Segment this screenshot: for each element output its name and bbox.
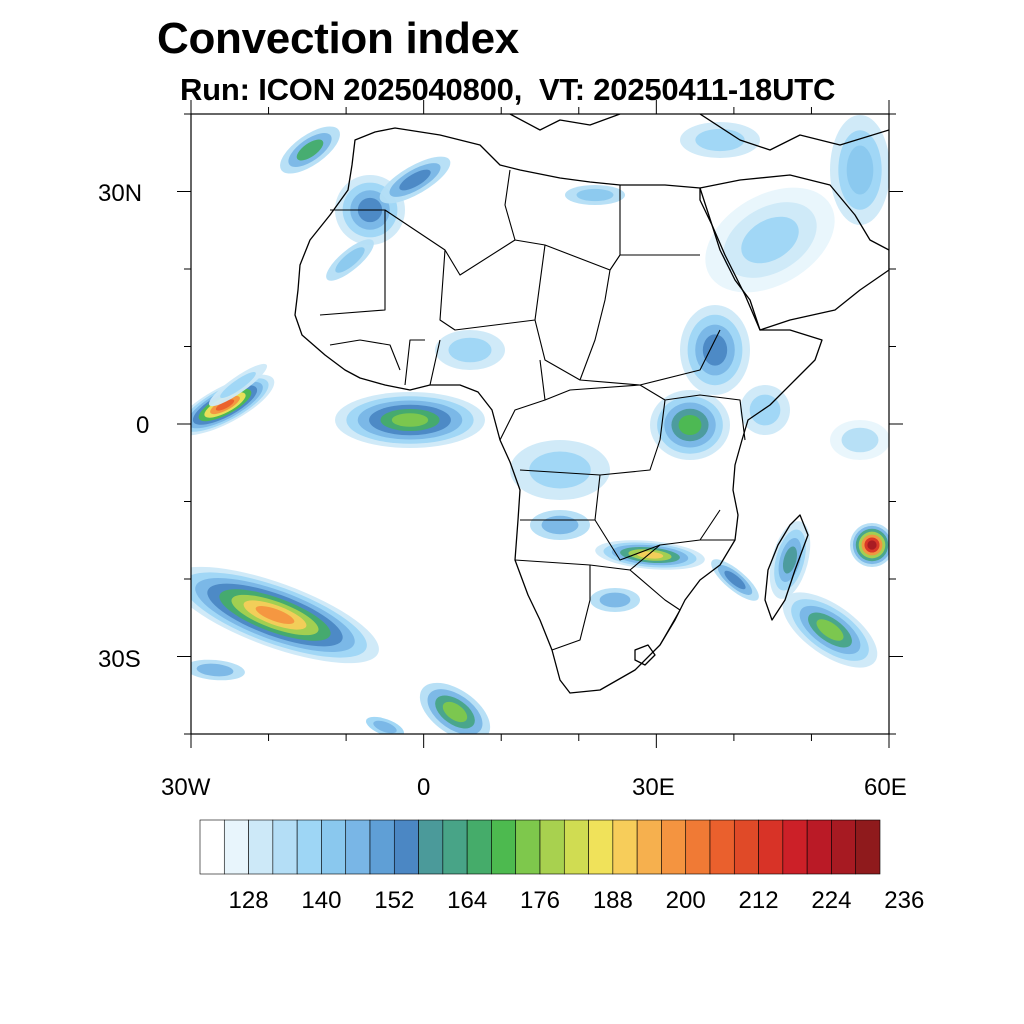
chart-subtitle: Run: ICON 2025040800, VT: 20250411-18UTC bbox=[180, 72, 836, 107]
colorbar-swatch bbox=[296, 819, 322, 875]
convection-atlantic-north bbox=[280, 126, 340, 174]
colorbar-swatch bbox=[685, 819, 711, 875]
colorbar-swatch bbox=[563, 819, 589, 875]
colorbar-swatch bbox=[369, 819, 395, 875]
country-border bbox=[329, 339, 401, 371]
convection-west-atlantic bbox=[191, 374, 275, 436]
lon-label-30w: 30W bbox=[161, 774, 211, 801]
colorbar-swatch bbox=[806, 819, 832, 875]
convection-south-atlantic-cell bbox=[419, 682, 491, 734]
colorbar-swatch bbox=[199, 819, 225, 875]
colorbar-swatch bbox=[855, 819, 881, 875]
convection-lake-victoria bbox=[650, 390, 730, 460]
country-border bbox=[519, 384, 666, 476]
colorbar-swatch bbox=[345, 819, 371, 875]
colorbar-swatch bbox=[466, 819, 492, 875]
colorbar-swatch bbox=[709, 819, 735, 875]
country-border bbox=[404, 339, 441, 386]
country-border bbox=[499, 359, 546, 441]
colorbar-swatch bbox=[831, 819, 857, 875]
convection-west-atlantic-tail bbox=[208, 363, 268, 407]
colorbar-swatch bbox=[588, 819, 614, 875]
country-border bbox=[664, 394, 746, 441]
colorbar-swatch bbox=[442, 819, 468, 875]
colorbar-swatch bbox=[321, 819, 347, 875]
country-border bbox=[629, 539, 735, 571]
colorbar-label: 164 bbox=[447, 887, 488, 914]
colorbar-swatch bbox=[248, 819, 274, 875]
lon-label-0: 0 bbox=[417, 774, 431, 801]
lat-label-30n: 30N bbox=[98, 180, 143, 207]
colorbar-swatch bbox=[661, 819, 687, 875]
colorbar-swatch bbox=[393, 819, 419, 875]
colorbar-swatch bbox=[612, 819, 638, 875]
convection-mauritania bbox=[326, 239, 374, 281]
convection-zambia-band bbox=[595, 540, 705, 570]
colorbar-swatch bbox=[733, 819, 759, 875]
convection-nigeria bbox=[435, 330, 505, 370]
convection-angola bbox=[530, 510, 590, 540]
convection-arabia bbox=[705, 187, 835, 293]
colorbar-label: 200 bbox=[665, 887, 706, 914]
arabia-coastline bbox=[699, 174, 889, 331]
colorbar-swatch bbox=[515, 819, 541, 875]
lon-label-30e: 30E bbox=[632, 774, 675, 801]
colorbar-label: 176 bbox=[519, 887, 561, 914]
convection-atlas bbox=[379, 156, 451, 204]
country-border bbox=[579, 185, 621, 381]
colorbar-swatch bbox=[539, 819, 565, 875]
convection-south-atlantic-band bbox=[191, 566, 379, 664]
convection-madagascar-east bbox=[769, 521, 811, 599]
colorbar-label: 128 bbox=[228, 887, 269, 914]
colorbar-swatch bbox=[636, 819, 662, 875]
convection-mozambique-channel bbox=[711, 559, 759, 601]
lon-label-60e: 60E bbox=[864, 774, 907, 801]
convection-south-atlantic-edge bbox=[366, 716, 404, 734]
convection-gulf-of-guinea bbox=[335, 392, 485, 448]
colorbar-label: 236 bbox=[884, 887, 925, 914]
colorbar-swatch bbox=[491, 819, 517, 875]
colorbar-swatch bbox=[782, 819, 808, 875]
lat-label-0: 0 bbox=[136, 412, 150, 439]
colorbar-label: 152 bbox=[374, 887, 415, 914]
colorbar-label: 212 bbox=[738, 887, 779, 914]
colorbar-swatch bbox=[223, 819, 249, 875]
convection-libya bbox=[565, 185, 625, 205]
lesotho-border bbox=[634, 644, 656, 666]
convection-ethiopia bbox=[680, 305, 750, 395]
country-border bbox=[319, 210, 386, 316]
europe-coastline bbox=[509, 114, 889, 151]
map-frame bbox=[190, 113, 890, 735]
country-border bbox=[504, 169, 516, 241]
colorbar-label: 140 bbox=[301, 887, 342, 914]
colorbar-swatch bbox=[272, 819, 298, 875]
country-border bbox=[534, 319, 721, 386]
madagascar-coastline bbox=[764, 514, 809, 621]
colorbar-label: 188 bbox=[592, 887, 633, 914]
chart-title: Convection index bbox=[157, 14, 519, 63]
lat-label-30s: 30S bbox=[98, 646, 141, 673]
convection-mascarene-cell bbox=[850, 523, 889, 567]
convection-madagascar-band bbox=[782, 592, 878, 668]
colorbar-swatch bbox=[418, 819, 444, 875]
convection-indian-ocean bbox=[830, 420, 889, 460]
convection-iran bbox=[830, 115, 889, 225]
country-border bbox=[589, 564, 681, 646]
convection-congo bbox=[510, 440, 610, 500]
country-border bbox=[514, 559, 591, 651]
convection-botswana bbox=[590, 588, 640, 612]
colorbar-label: 224 bbox=[811, 887, 852, 914]
convection-south-atlantic-small bbox=[191, 659, 245, 681]
colorbar-swatch bbox=[758, 819, 784, 875]
country-border bbox=[439, 244, 546, 331]
